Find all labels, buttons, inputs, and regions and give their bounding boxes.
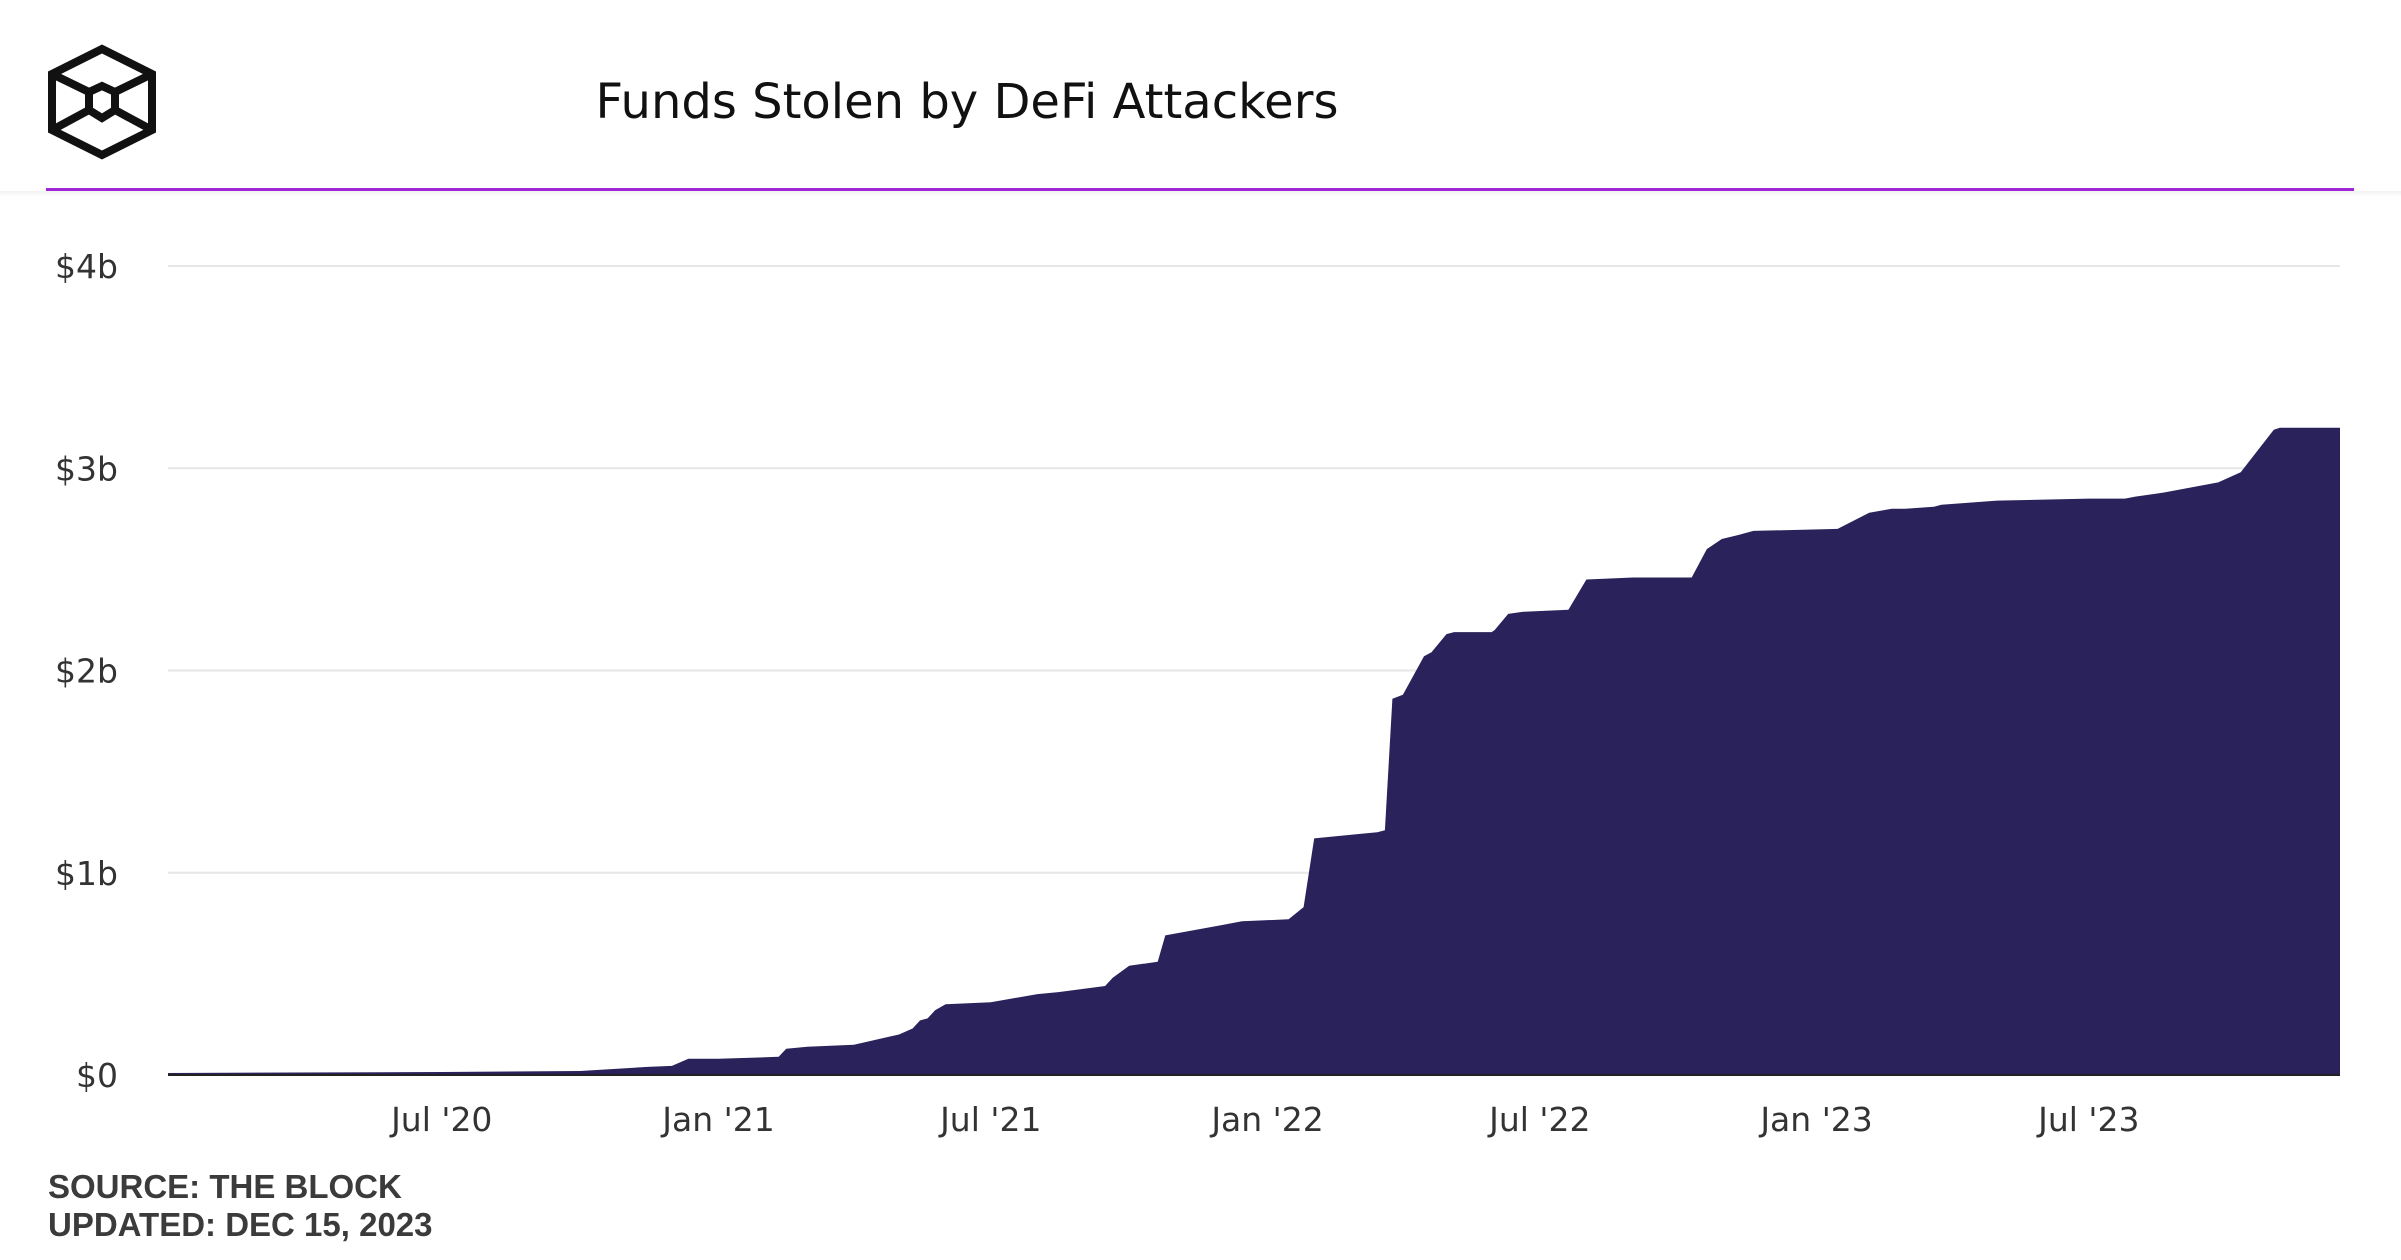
x-tick-label: Jul '22 [1487, 1100, 1590, 1139]
chart-footer: SOURCE: THE BLOCK UPDATED: DEC 15, 2023 [48, 1168, 433, 1244]
y-tick-label: $4b [55, 247, 118, 286]
y-tick-label: $0 [76, 1056, 118, 1095]
header-shadow [0, 191, 2401, 197]
y-tick-label: $1b [55, 854, 118, 893]
y-axis: $0 $1b $2b $3b $4b [55, 247, 118, 1095]
grid-lines [168, 265, 2340, 874]
source-note: SOURCE: THE BLOCK [48, 1168, 402, 1205]
x-tick-label: Jul '21 [938, 1100, 1041, 1139]
plot-area [168, 427, 2340, 1075]
x-tick-label: Jul '23 [2036, 1100, 2139, 1139]
header-accent-rule [46, 188, 2354, 191]
y-tick-label: $2b [55, 652, 118, 691]
x-axis: Jul '20 Jan '21 Jul '21 Jan '22 Jul '22 Jan '… [168, 1074, 2340, 1139]
x-tick-label: Jan '22 [1209, 1100, 1323, 1139]
chart-header: Funds Stolen by DeFi Attackers [0, 0, 2401, 192]
area-chart: $0 $1b $2b $3b $4b Jul '20 Jan '21 Jul '21 Jan … [55, 247, 2340, 1139]
x-tick-label: Jan '23 [1758, 1100, 1872, 1139]
the-block-cube-logo [48, 44, 156, 160]
area-series-0 [168, 427, 2340, 1075]
y-tick-label: $3b [55, 449, 118, 488]
x-tick-label: Jan '21 [660, 1100, 774, 1139]
updated-note: UPDATED: DEC 15, 2023 [48, 1206, 433, 1243]
chart-title: Funds Stolen by DeFi Attackers [595, 74, 1339, 130]
x-tick-label: Jul '20 [389, 1100, 492, 1139]
